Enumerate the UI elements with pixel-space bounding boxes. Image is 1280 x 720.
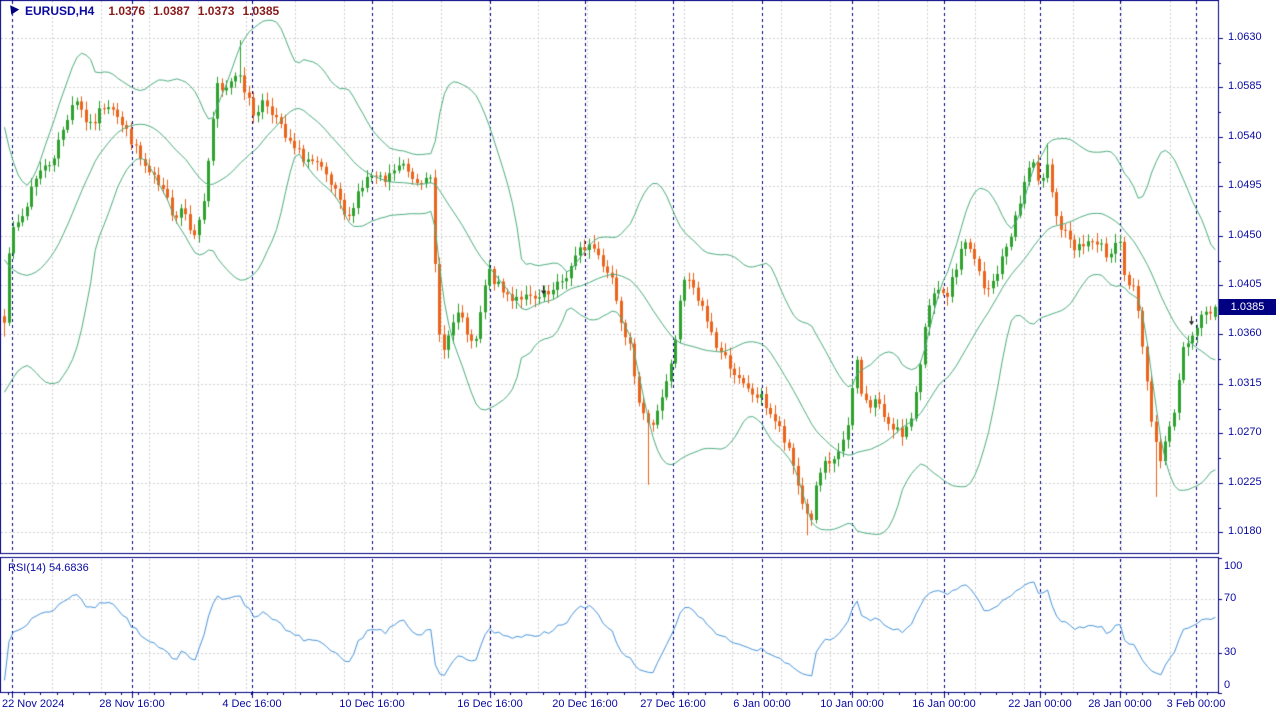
price-axis-label: 1.0585	[1228, 80, 1262, 93]
quote-close: 1.0385	[242, 4, 280, 18]
quote-open: 1.0376	[108, 4, 146, 18]
price-axis-label: 1.0315	[1228, 376, 1262, 389]
pane-splitter[interactable]	[0, 554, 1218, 558]
rsi-axis-label: 30	[1224, 645, 1237, 658]
quote-high: 1.0387	[153, 4, 190, 18]
price-axis-label: 1.0495	[1228, 179, 1262, 192]
time-axis-label: 3 Feb 00:00	[1166, 698, 1226, 710]
time-axis-label: 28 Jan 00:00	[1088, 698, 1152, 710]
chart-header: EURUSD,H4 1.0376 1.0387 1.0373 1.0385	[6, 4, 287, 18]
time-axis-label: 22 Jan 00:00	[1008, 698, 1072, 710]
time-axis-label: 22 Nov 2024	[2, 698, 65, 710]
symbol-arrow-icon	[6, 5, 20, 17]
price-axis-label: 1.0630	[1228, 31, 1262, 43]
price-axis-label: 1.0270	[1228, 426, 1262, 439]
price-axis-label: 1.0405	[1228, 278, 1262, 290]
rsi-axis-label: 0	[1224, 679, 1231, 691]
time-axis-label: 10 Jan 00:00	[820, 698, 884, 710]
rsi-axis[interactable]	[1218, 558, 1280, 693]
time-axis-label: 10 Dec 16:00	[339, 698, 405, 710]
time-axis-label: 4 Dec 16:00	[222, 698, 282, 710]
price-axis-label: 1.0450	[1228, 228, 1262, 241]
rsi-axis-label: 70	[1224, 591, 1237, 604]
rsi-indicator-label: RSI(14) 54.6836	[8, 562, 89, 574]
price-axis-label: 1.0360	[1228, 327, 1262, 340]
price-axis-label: 1.0180	[1228, 525, 1262, 537]
time-axis-label: 16 Dec 16:00	[457, 698, 523, 710]
time-axis-label: 27 Dec 16:00	[640, 698, 706, 710]
quote-low: 1.0373	[197, 4, 235, 18]
price-axis-label: 1.0540	[1228, 129, 1262, 142]
bid-price-badge: 1.0385	[1219, 299, 1276, 315]
time-axis-label: 16 Jan 00:00	[912, 698, 976, 710]
rsi-axis-label: 100	[1224, 560, 1243, 572]
time-axis-label: 6 Jan 00:00	[733, 698, 791, 710]
time-axis-label: 20 Dec 16:00	[552, 698, 618, 710]
time-axis-label: 28 Nov 16:00	[99, 698, 165, 710]
chart-symbol-title: EURUSD,H4	[25, 4, 95, 18]
price-axis-label: 1.0225	[1228, 475, 1262, 488]
